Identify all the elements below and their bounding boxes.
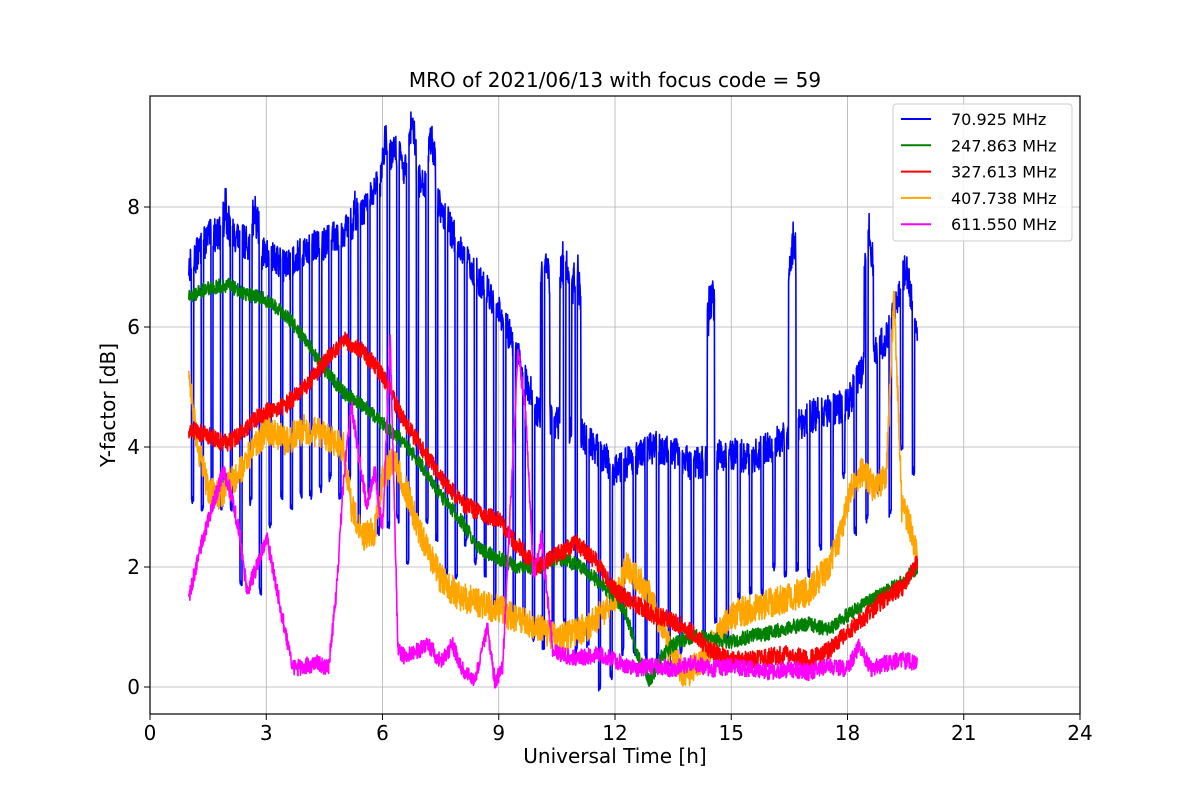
x-axis-label: Universal Time [h]: [523, 744, 706, 768]
x-tick-label: 0: [144, 721, 157, 745]
y-tick-label: 4: [127, 435, 140, 459]
legend: 70.925 MHz 247.863 MHz 327.613 MHz 407.738 …: [892, 103, 1073, 242]
series-line-4: [188, 334, 919, 689]
legend-label-3: 407.738 MHz: [951, 189, 1056, 208]
chart-title: MRO of 2021/06/13 with focus code = 59: [409, 68, 821, 92]
x-tick-label: 18: [835, 721, 860, 745]
x-tick-label: 6: [376, 721, 389, 745]
y-tick-label: 6: [127, 315, 140, 339]
y-tick-label: 2: [127, 555, 140, 579]
y-tick-label: 0: [127, 675, 140, 699]
legend-label-2: 327.613 MHz: [951, 163, 1056, 182]
legend-box: [892, 103, 1073, 242]
y-axis-label: Y-factor [dB]: [96, 343, 120, 468]
series-line-2: [188, 331, 919, 670]
x-tick-label: 3: [260, 721, 273, 745]
plot-area: [188, 111, 919, 692]
x-tick-label: 21: [951, 721, 976, 745]
series-line-3: [188, 290, 919, 687]
legend-label-0: 70.925 MHz: [951, 110, 1046, 129]
legend-label-4: 611.550 MHz: [951, 215, 1056, 234]
x-tick-label: 15: [719, 721, 744, 745]
x-tick-label: 24: [1067, 721, 1092, 745]
legend-label-1: 247.863 MHz: [951, 136, 1056, 155]
x-tick-label: 9: [492, 721, 505, 745]
x-tick-label: 12: [602, 721, 627, 745]
y-tick-label: 8: [127, 195, 140, 219]
